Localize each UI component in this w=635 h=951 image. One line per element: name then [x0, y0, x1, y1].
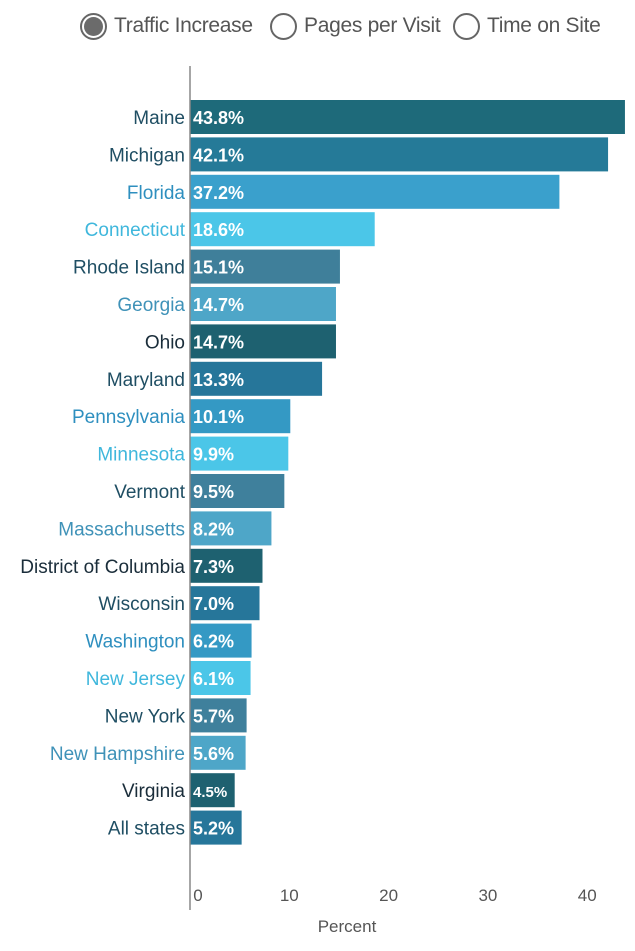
bar[interactable] [190, 287, 336, 321]
category-label: New York [105, 706, 186, 727]
x-tick-label: 10 [280, 886, 299, 905]
category-label: New Hampshire [50, 744, 185, 765]
bar[interactable] [190, 100, 625, 134]
bar[interactable] [190, 474, 285, 508]
x-tick-label: 40 [578, 886, 597, 905]
metric-selector: Traffic Increase Pages per Visit Time on… [0, 0, 635, 52]
category-label: Pennsylvania [72, 407, 185, 428]
value-label: 6.2% [193, 632, 234, 652]
category-label: Maine [133, 108, 185, 129]
radio-traffic-increase[interactable]: Traffic Increase [80, 9, 253, 43]
category-label: Georgia [117, 295, 185, 316]
category-label: Florida [127, 183, 186, 204]
category-label: Massachusetts [58, 519, 185, 540]
category-label: New Jersey [86, 669, 186, 690]
category-label: Connecticut [85, 220, 186, 241]
value-label: 5.2% [193, 819, 234, 839]
value-label: 42.1% [193, 145, 244, 165]
value-label: 18.6% [193, 220, 244, 240]
value-label: 5.6% [193, 744, 234, 764]
bar[interactable] [190, 773, 235, 808]
category-label: Minnesota [97, 445, 185, 466]
category-label: Rhode Island [73, 258, 185, 279]
bar[interactable] [190, 436, 289, 471]
bar[interactable] [190, 249, 340, 284]
radio-label: Pages per Visit [304, 14, 441, 37]
x-tick-label: 20 [379, 886, 398, 905]
bar[interactable] [190, 548, 263, 583]
category-label: District of Columbia [20, 557, 185, 578]
category-label: Maryland [107, 370, 185, 391]
value-label: 7.0% [193, 594, 234, 614]
x-axis-label: Percent [318, 917, 377, 936]
value-label: 10.1% [193, 407, 244, 427]
value-label: 7.3% [193, 557, 234, 577]
bar[interactable] [190, 661, 251, 695]
radio-label: Traffic Increase [114, 14, 253, 37]
bar[interactable] [190, 810, 242, 845]
value-label: 37.2% [193, 183, 244, 203]
bar[interactable] [190, 361, 323, 396]
radio-unchecked-icon [453, 12, 480, 40]
category-label: Wisconsin [98, 594, 185, 615]
category-label: All states [108, 819, 185, 840]
bars-group [190, 100, 625, 845]
radio-unchecked-icon [270, 12, 297, 40]
category-label: Vermont [114, 482, 185, 503]
value-label: 13.3% [193, 370, 244, 390]
x-tick-labels-group: 0 10 20 30 40 [193, 886, 596, 905]
category-label: Virginia [122, 781, 185, 802]
bar[interactable] [190, 212, 375, 247]
radio-checked-icon [80, 12, 107, 40]
radio-time-on-site[interactable]: Time on Site [453, 9, 601, 43]
radio-pages-per-visit[interactable]: Pages per Visit [270, 9, 441, 43]
value-label: 14.7% [193, 295, 244, 315]
bar[interactable] [190, 324, 336, 359]
category-label: Washington [85, 632, 185, 653]
x-tick-label: 0 [193, 886, 202, 905]
bar[interactable] [190, 735, 246, 770]
bar[interactable] [190, 511, 272, 546]
value-label: 6.1% [193, 669, 234, 689]
value-labels-group: 43.8% 42.1% 37.2% 18.6% 15.1% 14.7% 14.7% 13.3%… [193, 108, 244, 839]
bar[interactable] [190, 623, 252, 658]
x-tick-label: 30 [478, 886, 497, 905]
value-label: 9.5% [193, 482, 234, 502]
radio-label: Time on Site [487, 14, 601, 37]
category-label: Michigan [109, 145, 185, 166]
bar[interactable] [190, 174, 560, 209]
value-label: 14.7% [193, 332, 244, 352]
category-labels-group: Maine Michigan Florida Connecticut Rhode Isl… [20, 108, 185, 840]
value-label: 9.9% [193, 445, 234, 465]
value-label: 43.8% [193, 108, 244, 128]
value-label: 15.1% [193, 258, 244, 278]
bar[interactable] [190, 698, 247, 733]
value-label: 8.2% [193, 519, 234, 539]
bar[interactable] [190, 137, 609, 172]
bar[interactable] [190, 399, 291, 434]
value-label: 5.7% [193, 706, 234, 726]
category-label: Ohio [145, 332, 185, 353]
bar[interactable] [190, 586, 260, 621]
value-label: 4.5% [193, 784, 227, 801]
